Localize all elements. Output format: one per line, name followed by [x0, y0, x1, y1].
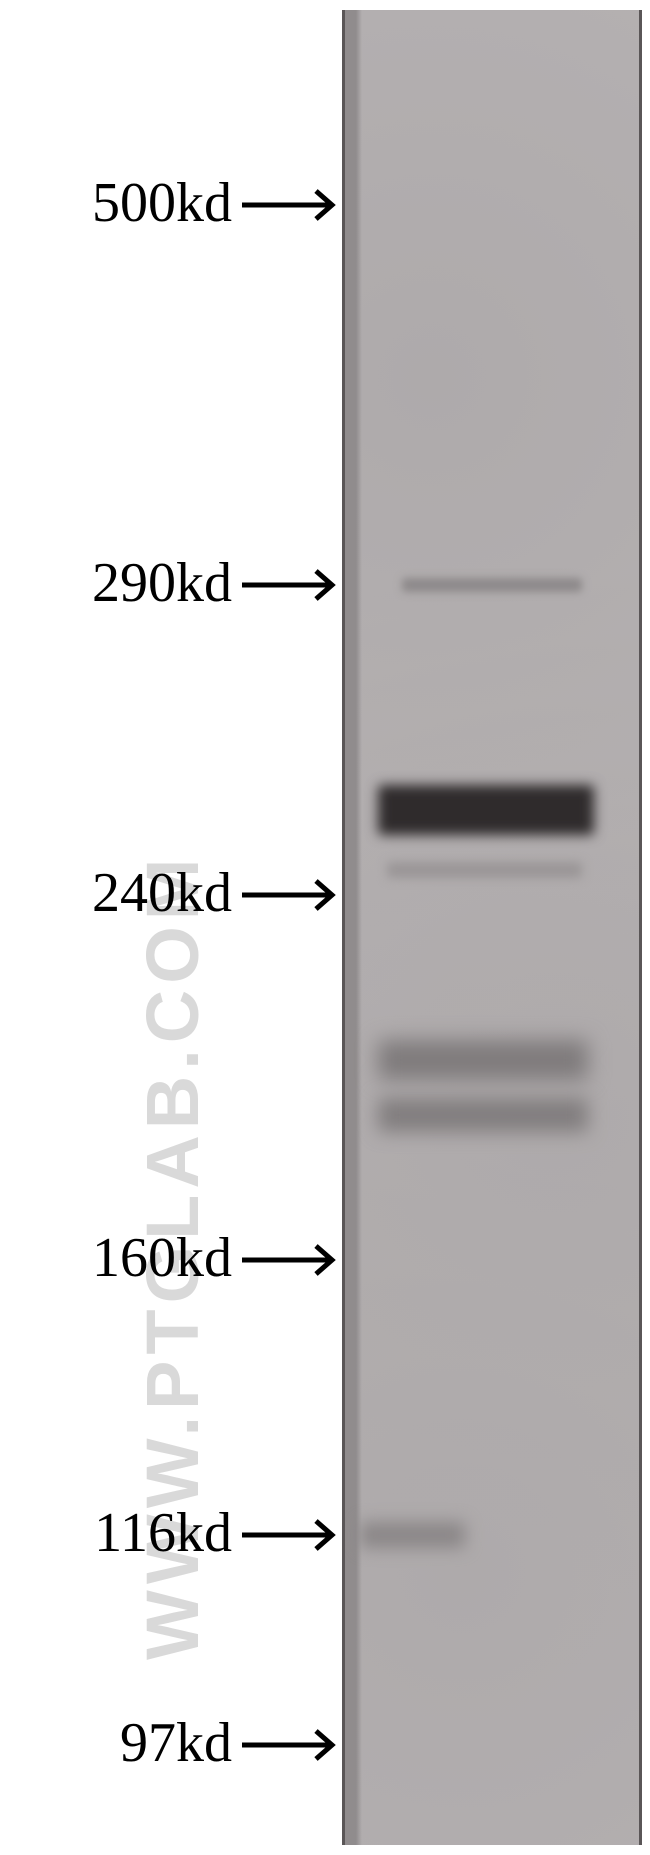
blot-lane: [342, 10, 642, 1845]
blot-band-1: [378, 785, 594, 835]
blot-lane-background: [342, 10, 642, 1845]
marker-label-3: 160kd: [92, 1226, 232, 1290]
marker-arrow-1: [240, 557, 354, 613]
marker-arrow-4: [240, 1507, 354, 1563]
blot-band-3: [378, 1040, 588, 1080]
marker-arrow-2: [240, 867, 354, 923]
marker-label-4: 116kd: [94, 1501, 232, 1565]
marker-label-2: 240kd: [92, 861, 232, 925]
blot-band-0: [402, 578, 582, 592]
marker-label-1: 290kd: [92, 551, 232, 615]
watermark-text: WWW.PTGLAB.COM: [130, 230, 215, 1660]
blot-band-4: [378, 1098, 588, 1132]
marker-arrow-5: [240, 1717, 354, 1773]
marker-arrow-0: [240, 177, 354, 233]
marker-arrow-3: [240, 1232, 354, 1288]
blot-band-5: [360, 1522, 465, 1548]
marker-label-0: 500kd: [92, 171, 232, 235]
blot-band-2: [387, 862, 582, 878]
marker-label-5: 97kd: [120, 1711, 232, 1775]
western-blot-figure: WWW.PTGLAB.COM 500kd 290kd 240kd 160kd 116kd…: [0, 0, 650, 1855]
